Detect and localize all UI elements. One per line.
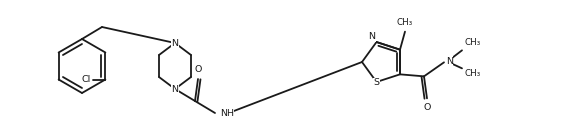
Text: O: O <box>424 103 431 112</box>
Text: N: N <box>368 32 376 41</box>
Text: O: O <box>195 65 202 74</box>
Text: S: S <box>373 78 380 87</box>
Text: CH₃: CH₃ <box>465 69 481 78</box>
Text: CH₃: CH₃ <box>465 38 481 47</box>
Text: Cl: Cl <box>81 75 90 84</box>
Text: N: N <box>446 57 453 66</box>
Text: NH: NH <box>220 109 234 119</box>
Text: N: N <box>171 39 178 47</box>
Text: N: N <box>171 84 178 93</box>
Text: CH₃: CH₃ <box>397 18 413 27</box>
